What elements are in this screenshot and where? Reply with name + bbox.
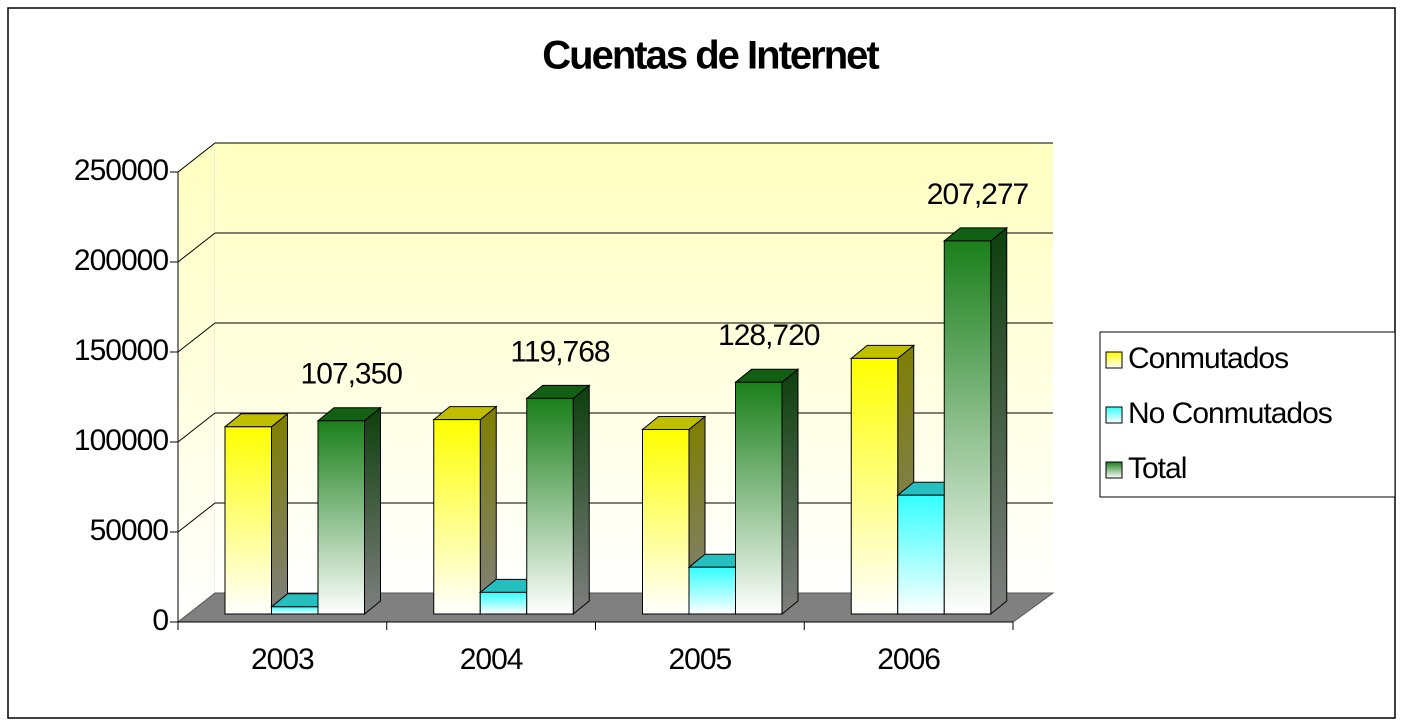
bar-front: [433, 419, 481, 615]
bar-front: [271, 606, 319, 615]
legend-label: Total: [1128, 452, 1186, 485]
legend-swatch: [1105, 461, 1123, 479]
bar-top-shade: [318, 407, 381, 421]
bar-front: [479, 591, 528, 615]
bar-side-shade: [990, 227, 1007, 614]
x-tick-label: 2005: [669, 643, 732, 676]
grid-line: [177, 502, 216, 533]
legend-label: No Conmutados: [1128, 397, 1332, 430]
x-tick-label: 2006: [877, 643, 940, 676]
bar-top-shade: [225, 413, 288, 427]
value-label: 128,720: [718, 319, 820, 352]
bar: [432, 405, 498, 616]
legend-box: [1099, 331, 1396, 498]
y-tick-label: 50000: [90, 514, 169, 547]
bar-top-shade: [735, 369, 798, 383]
grid-line: [177, 322, 216, 353]
bar-front: [735, 381, 783, 615]
y-tick-label: 250000: [74, 154, 168, 187]
bar-side-shade: [480, 406, 497, 614]
bar: [942, 226, 1009, 616]
bar-front: [850, 357, 899, 615]
legend-swatch: [1105, 351, 1123, 369]
grid-line: [177, 142, 216, 173]
bar-side-shade: [271, 413, 288, 614]
grid-line: [177, 232, 216, 263]
side-wall: [177, 141, 216, 624]
bar-front: [642, 429, 690, 615]
grid-line: [177, 412, 216, 443]
value-label: 119,768: [510, 335, 610, 368]
y-tick-label: 200000: [74, 244, 168, 277]
bar-top-shade: [526, 385, 590, 399]
y-tick-label: 100000: [74, 424, 168, 457]
bar: [223, 412, 289, 616]
x-tick-label: 2003: [251, 643, 314, 676]
bar-top-shade: [433, 406, 497, 420]
y-tick-label: 0: [152, 604, 168, 637]
bar-side-shade: [573, 385, 590, 614]
bar-front: [897, 494, 945, 615]
x-tick-label: 2004: [460, 643, 523, 676]
bar-front: [943, 240, 992, 615]
bar-front: [224, 426, 272, 615]
bar-top-shade: [851, 345, 914, 359]
value-label: 207,277: [927, 178, 1029, 211]
bar-front: [526, 397, 574, 615]
bar: [525, 384, 591, 616]
legend-swatch: [1105, 406, 1123, 424]
bar-side-shade: [364, 407, 381, 614]
bar-front: [317, 420, 365, 615]
y-tick-label: 150000: [74, 334, 168, 367]
legend-label: Conmutados: [1128, 342, 1288, 375]
bar-side-shade: [782, 369, 798, 614]
bar-front: [688, 566, 736, 615]
chart-title: Cuentas de Internet: [542, 34, 879, 78]
bar: [316, 406, 382, 616]
value-label: 107,350: [301, 358, 403, 391]
bar-top-shade: [944, 227, 1007, 241]
back-wall: [215, 143, 1053, 593]
bar: [734, 368, 800, 616]
bar-top-shade: [642, 416, 705, 430]
